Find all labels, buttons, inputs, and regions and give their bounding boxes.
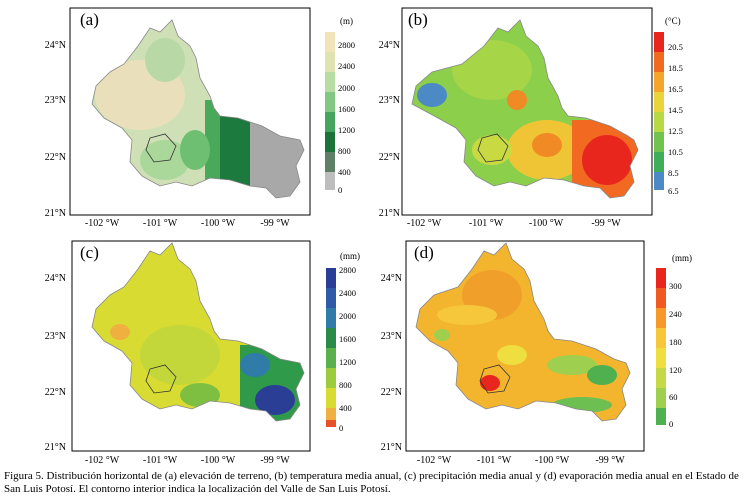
colorbar-tick: 400 <box>339 403 352 413</box>
lon-label: -100 °W <box>534 455 570 466</box>
panel-elevation: (a) (m) 2800 2400 2000 1600 1200 800 400… <box>0 0 372 235</box>
colorbar-tick: 800 <box>338 146 351 156</box>
colorbar-tick: 240 <box>669 309 682 319</box>
lon-label: -101 °W <box>142 455 178 466</box>
colorbar-unit: (m) <box>340 16 353 26</box>
colorbar-tick: 1200 <box>339 357 356 367</box>
colorbar-unit: (mm) <box>340 251 360 261</box>
colorbar-tick: 2400 <box>339 288 356 298</box>
lon-label: -99 °W <box>260 455 290 466</box>
colorbar-tick: 12.5 <box>668 126 683 136</box>
lon-label: -100 °W <box>200 455 236 466</box>
colorbar-tick: 8.5 <box>668 168 679 178</box>
lat-label: 22°N <box>380 387 402 398</box>
lat-label: 24°N <box>378 40 400 51</box>
colorbar-tick: 2000 <box>339 311 356 321</box>
colorbar-tick: 120 <box>669 365 682 375</box>
lat-label: 21°N <box>380 442 402 453</box>
colorbar-tick: 800 <box>339 380 352 390</box>
lat-label: 21°N <box>378 208 400 219</box>
colorbar-tick: 1600 <box>339 334 356 344</box>
lon-label: -102 °W <box>406 218 442 229</box>
colorbar-tick: 2400 <box>338 61 355 71</box>
panel-evaporation: (d) (mm) 300 240 180 120 60 0 24°N 23°N … <box>372 235 744 470</box>
colorbar-tick: 18.5 <box>668 63 683 73</box>
colorbar-tick: 0 <box>339 423 344 433</box>
panel-precipitation: (c) (mm) 2800 2400 2000 1600 1200 800 40… <box>0 235 372 470</box>
panel-label: (b) <box>408 10 428 29</box>
lon-label: -99 °W <box>595 455 625 466</box>
lat-label: 23°N <box>44 331 66 342</box>
colorbar-tick: 14.5 <box>668 105 683 115</box>
lat-label: 23°N <box>378 95 400 106</box>
colorbar-tick: 1600 <box>338 104 355 114</box>
lat-label: 23°N <box>380 331 402 342</box>
lat-label: 22°N <box>378 152 400 163</box>
lon-label: -99 °W <box>260 218 290 229</box>
colorbar-tick: 2800 <box>339 265 356 275</box>
colorbar-tick: 6.5 <box>668 186 679 196</box>
panel-label: (c) <box>80 243 99 262</box>
colorbar-tick: 20.5 <box>668 42 683 52</box>
lat-label: 21°N <box>44 442 66 453</box>
map-precipitation <box>71 240 336 452</box>
figure-caption: Figura 5. Distribución horizontal de (a)… <box>4 470 739 495</box>
lon-label: -102 °W <box>416 455 452 466</box>
colorbar-evaporation <box>656 268 666 425</box>
lon-label: -101 °W <box>468 218 504 229</box>
colorbar-precipitation <box>326 268 336 427</box>
panel-label: (a) <box>80 10 99 29</box>
lon-label: -100 °W <box>200 218 236 229</box>
lat-label: 24°N <box>44 273 66 284</box>
lon-label: -101 °W <box>476 455 512 466</box>
colorbar-tick: 0 <box>338 185 343 195</box>
colorbar-elevation <box>325 32 335 190</box>
lat-label: 24°N <box>380 273 402 284</box>
lat-label: 23°N <box>44 95 66 106</box>
lat-label: 21°N <box>44 208 66 219</box>
colorbar-tick: 300 <box>669 281 682 291</box>
map-temperature <box>401 7 664 216</box>
colorbar-tick: 180 <box>669 337 682 347</box>
colorbar-unit: (mm) <box>672 253 692 263</box>
lon-label: -99 °W <box>591 218 621 229</box>
map-evaporation <box>405 240 666 452</box>
lat-label: 24°N <box>44 40 66 51</box>
map-elevation <box>69 7 335 216</box>
panel-label: (d) <box>414 243 434 262</box>
lon-label: -102 °W <box>84 218 120 229</box>
colorbar-tick: 2800 <box>338 40 355 50</box>
colorbar-tick: 2000 <box>338 83 355 93</box>
lon-label: -101 °W <box>142 218 178 229</box>
colorbar-tick: 10.5 <box>668 147 683 157</box>
colorbar-tick: 1200 <box>338 125 355 135</box>
colorbar-unit: (°C) <box>665 16 681 26</box>
lon-label: -102 °W <box>84 455 120 466</box>
colorbar-temperature <box>654 32 664 190</box>
lat-label: 22°N <box>44 387 66 398</box>
lat-label: 22°N <box>44 152 66 163</box>
lon-label: -100 °W <box>528 218 564 229</box>
colorbar-tick: 0 <box>669 419 674 429</box>
panel-temperature: (b) (°C) 20.5 18.5 16.5 14.5 12.5 10.5 8… <box>372 0 744 235</box>
colorbar-tick: 16.5 <box>668 84 683 94</box>
colorbar-tick: 400 <box>338 167 351 177</box>
colorbar-tick: 60 <box>669 392 678 402</box>
